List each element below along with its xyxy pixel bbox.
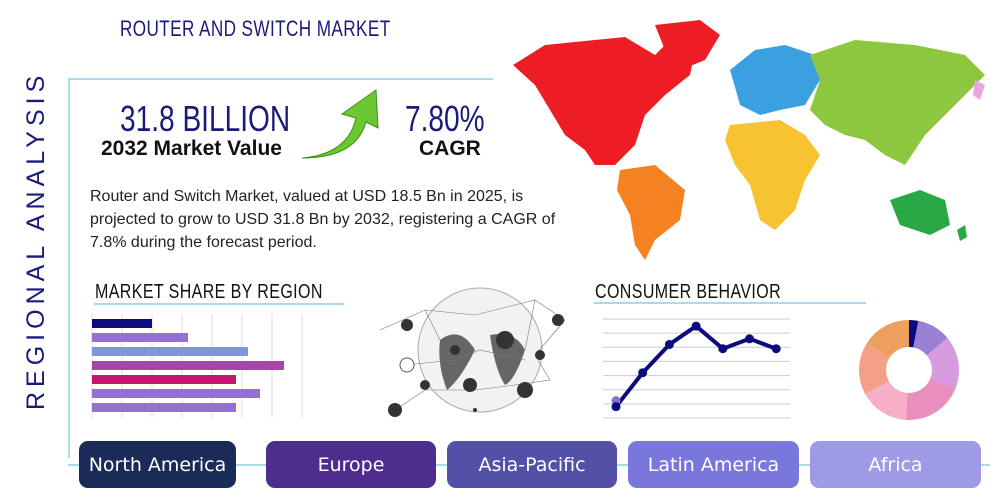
world-map [513, 20, 985, 260]
line-point [664, 339, 674, 349]
map-africa [725, 120, 820, 230]
network-globe-image [379, 287, 566, 417]
frame-border-top [68, 78, 493, 80]
cagr-value: 7.80% [405, 98, 485, 139]
donut-slice [865, 381, 908, 420]
description: Router and Switch Market, valued at USD … [90, 188, 556, 251]
region-button-north-america[interactable]: North America [79, 441, 236, 488]
consumer-line-chart [603, 318, 790, 419]
donut-slice [913, 320, 948, 356]
region-button-asia-pacific[interactable]: Asia-Pacific [447, 441, 617, 488]
bar [92, 403, 236, 412]
map-north-america [513, 37, 695, 165]
donut-slice [909, 320, 919, 348]
line-point [771, 344, 781, 354]
donut-slice [926, 338, 959, 389]
frame-border-left [68, 78, 70, 458]
line-point [745, 334, 754, 344]
green-up-arrow-icon [301, 89, 379, 159]
bar [92, 347, 248, 356]
line-point [691, 321, 701, 331]
line-point [718, 344, 728, 354]
market-value-label: 2032 Market Value [101, 137, 282, 160]
map-east-asia-islands [973, 80, 985, 100]
bar [92, 389, 260, 398]
consumer-behavior-title: CONSUMER BEHAVIOR [595, 281, 782, 303]
bar [92, 319, 152, 328]
map-oceania [890, 190, 950, 235]
market-share-title: MARKET SHARE BY REGION [95, 281, 323, 303]
market-value: 31.8 BILLION [120, 98, 291, 139]
market-share-underline [94, 303, 344, 305]
donut-slice [859, 343, 890, 395]
bar [92, 375, 236, 384]
map-europe [730, 45, 820, 115]
region-button-latin-america[interactable]: Latin America [628, 441, 799, 488]
bar [92, 333, 188, 342]
map-south-america [617, 165, 685, 260]
line-point [638, 368, 648, 378]
bar [92, 361, 284, 370]
consumer-donut-chart [859, 320, 959, 420]
region-button-europe[interactable]: Europe [266, 441, 436, 488]
consumer-behavior-underline [594, 302, 866, 304]
side-label: REGIONAL ANALYSIS [22, 70, 50, 410]
line-point [611, 402, 621, 412]
map-new-zealand [957, 225, 967, 241]
market-share-bar-chart [91, 314, 303, 418]
region-button-africa[interactable]: Africa [810, 441, 981, 488]
page-title: ROUTER AND SWITCH MARKET [120, 16, 391, 41]
donut-slice [905, 378, 956, 420]
cagr-label: CAGR [419, 137, 481, 160]
map-asia [810, 40, 985, 165]
donut-slice [866, 320, 909, 358]
map-greenland [655, 20, 720, 70]
